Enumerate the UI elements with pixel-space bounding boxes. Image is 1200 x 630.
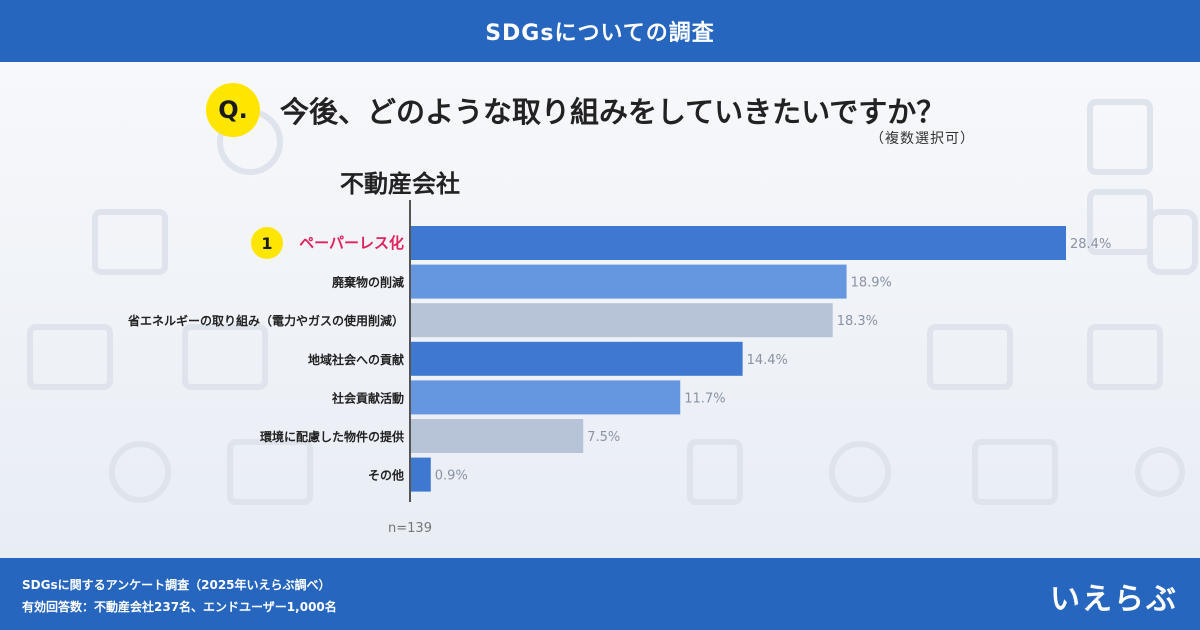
bg-photo-icon <box>92 209 168 275</box>
bar-chart: ペーパーレス化 28.4% 廃棄物の削減 18.9% 省エネルギーの取り組み（電力やガス… <box>127 200 1111 536</box>
category-label: ペーパーレス化 <box>299 234 404 252</box>
bg-book-icon <box>227 439 313 505</box>
footer-source: SDGsに関するアンケート調査（2025年いえらぶ調べ） <box>22 578 331 592</box>
question-text: 今後、どのような取り組みをしていきたいですか？ <box>280 95 946 129</box>
bg-bulb-icon <box>1135 447 1185 497</box>
bg-database-icon <box>1147 209 1198 275</box>
bg-video-icon <box>182 324 268 390</box>
bg-newspaper-icon <box>972 439 1058 505</box>
bar <box>410 264 847 299</box>
rank-number: 1 <box>261 234 272 253</box>
category-label: 廃棄物の削減 <box>332 275 404 290</box>
bg-video-icon-2 <box>927 324 1013 390</box>
question-row: Q. 今後、どのような取り組みをしていきたいですか？ <box>206 83 946 137</box>
question-note: （複数選択可） <box>870 131 975 147</box>
brand-logo: いえらぶ <box>1050 582 1178 617</box>
bg-checklist-icon <box>687 439 743 505</box>
category-label: 省エネルギーの取り組み（電力やガスの使用削減） <box>127 313 404 328</box>
header-bar: SDGsについての調査 <box>0 0 1200 62</box>
chart-area: Q. 今後、どのような取り組みをしていきたいですか？ （複数選択可） 不動産会社… <box>0 62 1200 558</box>
data-label: 28.4% <box>1070 237 1111 252</box>
category-label: 環境に配慮した物件の提供 <box>260 429 404 444</box>
segment-title: 不動産会社 <box>340 170 460 198</box>
bar <box>410 303 833 338</box>
category-label: その他 <box>368 468 404 483</box>
bg-map-icon <box>1087 324 1163 390</box>
footer-respondents: 有効回答数：不動産会社237名、エンドユーザー1,000名 <box>22 600 337 614</box>
footer-bar: SDGsに関するアンケート調査（2025年いえらぶ調べ） 有効回答数：不動産会社… <box>0 558 1200 630</box>
data-label: 18.3% <box>837 314 878 329</box>
bar <box>410 419 584 453</box>
question-badge: Q. <box>206 83 260 137</box>
rank-badge <box>251 227 283 259</box>
category-label: 社会貢献活動 <box>331 390 404 405</box>
data-label: 0.9% <box>435 469 468 484</box>
background-icons <box>27 99 1198 505</box>
header-title: SDGsについての調査 <box>485 21 715 46</box>
bg-tape-icon <box>829 441 891 503</box>
category-label: 地域社会への貢献 <box>308 352 404 367</box>
bg-chart-icon <box>27 324 113 390</box>
sample-size-label: n=139 <box>388 521 432 536</box>
bar <box>410 457 431 492</box>
bg-tape-icon-2 <box>109 441 171 503</box>
bar <box>410 341 743 376</box>
data-label: 18.9% <box>851 276 892 291</box>
bar <box>410 380 681 415</box>
bg-document-icon <box>1087 99 1153 175</box>
data-label: 7.5% <box>587 430 620 445</box>
data-label: 11.7% <box>684 391 725 406</box>
bar <box>410 226 1066 260</box>
data-label: 14.4% <box>747 353 788 368</box>
